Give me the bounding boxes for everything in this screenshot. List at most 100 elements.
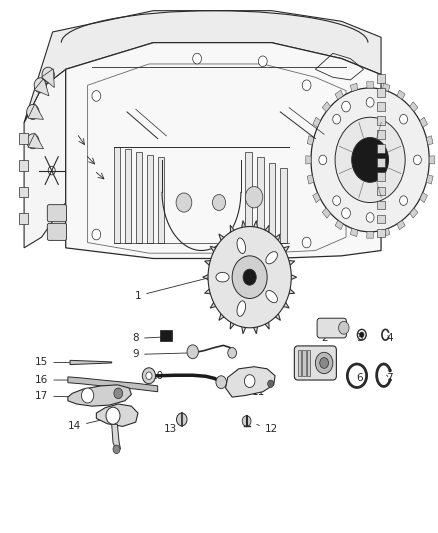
Polygon shape <box>68 385 131 406</box>
FancyBboxPatch shape <box>294 346 336 380</box>
Circle shape <box>399 196 407 205</box>
Polygon shape <box>429 156 434 164</box>
Circle shape <box>146 372 152 379</box>
Polygon shape <box>306 156 311 164</box>
FancyBboxPatch shape <box>47 205 67 222</box>
Circle shape <box>27 104 39 119</box>
Circle shape <box>42 67 54 82</box>
Circle shape <box>114 388 123 399</box>
Polygon shape <box>24 11 381 123</box>
Polygon shape <box>28 104 43 119</box>
Circle shape <box>311 88 429 232</box>
Circle shape <box>228 348 237 358</box>
Ellipse shape <box>266 290 277 303</box>
Bar <box>268 163 275 243</box>
Bar <box>298 350 301 376</box>
Circle shape <box>34 78 46 93</box>
Text: 17: 17 <box>35 391 81 401</box>
Circle shape <box>242 416 251 426</box>
Polygon shape <box>112 424 120 450</box>
Polygon shape <box>313 192 321 203</box>
Polygon shape <box>410 102 418 112</box>
Circle shape <box>176 193 192 212</box>
Text: 14: 14 <box>68 417 111 431</box>
Polygon shape <box>367 82 374 88</box>
Bar <box>377 88 385 96</box>
Bar <box>280 168 287 243</box>
Text: 4: 4 <box>386 334 393 343</box>
Circle shape <box>27 134 39 149</box>
Circle shape <box>342 101 350 112</box>
Circle shape <box>389 378 392 382</box>
Ellipse shape <box>266 252 277 264</box>
Polygon shape <box>68 377 158 392</box>
Polygon shape <box>382 83 390 92</box>
Bar <box>136 152 142 243</box>
Text: 15: 15 <box>35 358 85 367</box>
Ellipse shape <box>237 301 246 316</box>
Circle shape <box>81 388 94 403</box>
Text: 3: 3 <box>356 334 363 343</box>
Polygon shape <box>426 175 433 184</box>
Circle shape <box>389 369 392 372</box>
Bar <box>377 158 385 167</box>
Circle shape <box>92 91 101 101</box>
Bar <box>377 144 385 153</box>
Bar <box>302 350 306 376</box>
Text: 2: 2 <box>321 330 333 343</box>
Text: 16: 16 <box>35 375 83 385</box>
Circle shape <box>333 115 341 124</box>
Bar <box>19 213 28 224</box>
Circle shape <box>113 445 120 454</box>
Bar <box>125 149 131 243</box>
Text: 1: 1 <box>134 272 230 301</box>
Bar <box>19 133 28 144</box>
Circle shape <box>302 237 311 248</box>
Polygon shape <box>313 117 321 127</box>
Polygon shape <box>397 90 405 100</box>
Ellipse shape <box>216 272 229 282</box>
Ellipse shape <box>237 238 246 254</box>
Polygon shape <box>382 228 390 237</box>
Text: 5: 5 <box>315 365 328 378</box>
Bar <box>377 173 385 181</box>
Bar <box>147 155 153 243</box>
Circle shape <box>142 368 155 384</box>
Bar <box>245 152 252 243</box>
Polygon shape <box>24 69 66 248</box>
Circle shape <box>366 98 374 107</box>
Circle shape <box>243 269 256 285</box>
Circle shape <box>258 56 267 67</box>
Bar <box>377 102 385 111</box>
Circle shape <box>232 256 267 298</box>
Polygon shape <box>335 90 343 100</box>
Polygon shape <box>420 192 427 203</box>
Polygon shape <box>96 404 138 426</box>
Polygon shape <box>426 136 433 145</box>
Polygon shape <box>66 43 381 259</box>
Circle shape <box>245 187 263 208</box>
Text: 8: 8 <box>132 334 164 343</box>
Circle shape <box>48 166 55 175</box>
Polygon shape <box>420 117 427 127</box>
Bar <box>19 160 28 171</box>
FancyBboxPatch shape <box>47 223 67 240</box>
Polygon shape <box>410 208 418 218</box>
FancyBboxPatch shape <box>317 318 346 338</box>
Circle shape <box>268 380 274 387</box>
Circle shape <box>212 195 226 211</box>
Text: 7: 7 <box>386 374 393 383</box>
Bar <box>377 74 385 83</box>
Text: 13: 13 <box>164 419 182 434</box>
Polygon shape <box>322 208 331 218</box>
Circle shape <box>193 53 201 64</box>
Text: 12: 12 <box>257 424 278 434</box>
Bar <box>114 147 120 243</box>
Polygon shape <box>42 69 54 87</box>
Polygon shape <box>28 133 43 149</box>
Circle shape <box>315 352 333 374</box>
Bar <box>19 187 28 197</box>
Polygon shape <box>70 360 112 365</box>
Bar <box>377 229 385 237</box>
Bar <box>257 157 264 243</box>
